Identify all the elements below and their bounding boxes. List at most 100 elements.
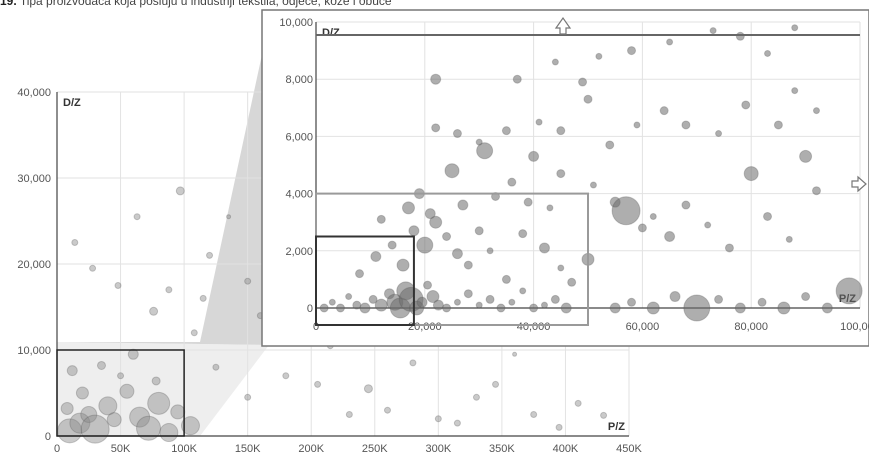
data-point [666,38,674,46]
data-point [704,221,712,229]
y-tick-label: 0 [45,431,51,443]
x-tick-label: 350K [489,443,515,455]
data-point [757,297,767,307]
data-point [60,401,74,415]
data-point [501,274,511,284]
data-point [71,239,79,246]
data-point [434,415,442,423]
data-point [136,415,162,441]
x-tick-label: 50K [111,443,131,455]
inset-panel [261,9,869,347]
x-tick-label: 80,000 [734,321,768,333]
data-point [80,406,98,423]
data-point [743,166,759,182]
data-point [69,412,91,434]
data-point [763,211,773,221]
data-point [96,360,106,370]
data-point [335,303,345,313]
data-point [821,302,833,314]
data-point [396,258,410,272]
data-point [519,287,527,295]
data-point [518,229,528,239]
data-point [595,52,603,60]
data-point [609,302,621,314]
data-point [314,380,322,388]
x-tick-label: 0 [313,321,319,333]
data-point [735,31,745,41]
data-point [709,27,717,35]
data-point [646,301,660,315]
x-tick-label: 300K [425,443,451,455]
data-point [555,423,563,431]
x-axis-label: P/Z [608,421,625,433]
data-point [408,225,420,237]
data-point [764,49,772,57]
data-point [551,58,559,66]
data-point [683,294,711,322]
y-axis-label: D/Z [63,97,81,109]
caption-label: 19. [0,0,17,8]
data-point [226,214,232,220]
data-point [453,298,461,306]
data-point [512,74,522,84]
data-point [600,411,608,419]
data-point [383,406,391,414]
data-point [474,226,484,236]
data-point [611,196,641,226]
data-point [799,149,813,163]
up-arrow-icon [554,16,572,35]
data-point [589,181,597,189]
data-point [812,107,820,115]
data-point [98,396,118,416]
data-point [574,399,582,407]
data-point [282,372,290,380]
zoom-chart: 020,00040,00060,00080,000100,00002,0004,… [279,17,869,333]
data-point [199,294,207,302]
x-tick-label: 400K [553,443,579,455]
data-point [801,292,811,302]
overview-chart: 0 50K 100K 150K 200K 250K 300K 350K 400K 450K 0 10,… [17,87,642,455]
data-point [523,197,533,207]
data-point [75,386,89,400]
data-point [507,177,517,187]
y-tick-label: 6,000 [285,131,313,143]
data-point [147,391,171,415]
data-point [345,293,353,301]
data-point [444,163,460,179]
y-axis-label: D/Z [322,27,340,39]
data-point [785,235,793,243]
data-point [535,118,543,126]
data-point [423,280,433,290]
x-tick-label: 450K [616,443,642,455]
data-point [244,277,252,285]
data-point [127,348,139,360]
data-point [401,201,415,215]
inset-inner-zoom-box [315,235,415,326]
data-point [546,204,554,212]
data-point [212,363,220,371]
data-point [352,300,362,310]
data-point [190,329,198,337]
data-point [133,213,141,221]
data-point [528,150,540,162]
data-point [431,123,441,133]
data-point [791,87,799,95]
data-point [501,126,511,136]
data-point [452,129,462,139]
x-tick-label: 150K [235,443,261,455]
data-point [149,306,159,316]
data-point [376,214,386,224]
data-point [159,423,179,443]
data-point [649,212,657,220]
data-point [734,302,746,314]
data-point [424,208,436,220]
data-point [463,260,473,270]
y-tick-label: 40,000 [17,87,51,99]
data-point [476,142,494,160]
data-point [80,414,110,444]
data-point [715,130,723,138]
y-tick-label: 30,000 [17,173,51,185]
data-point [429,215,443,229]
data-point [681,120,691,130]
